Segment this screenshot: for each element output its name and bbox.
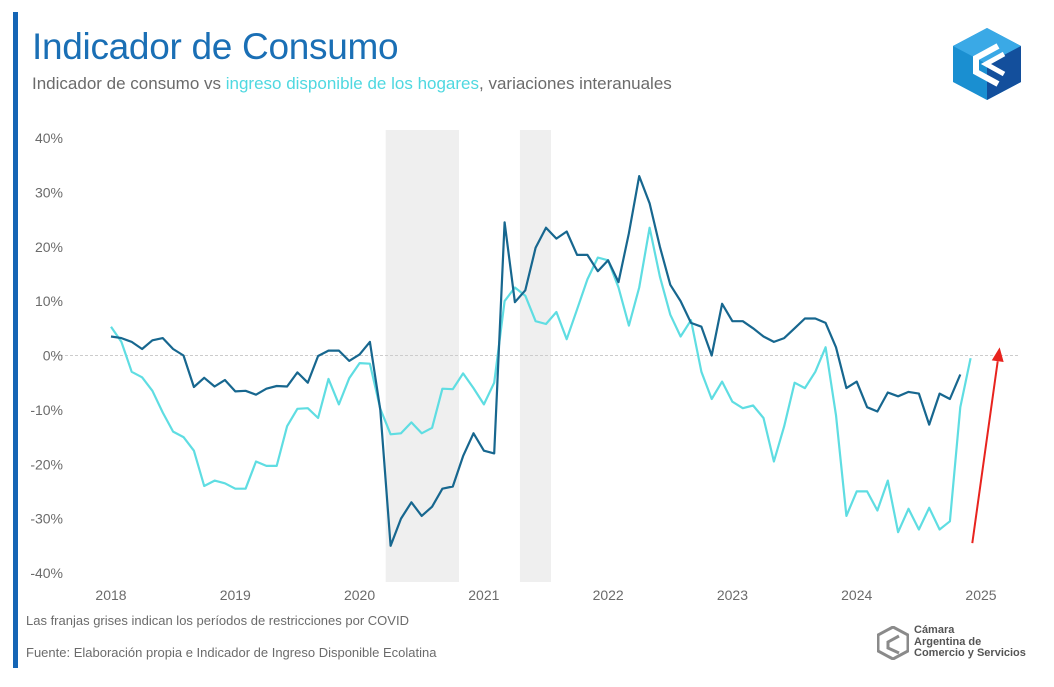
- subtitle-suffix: , variaciones interanuales: [479, 74, 672, 93]
- subtitle-highlight: ingreso disponible de los hogares: [225, 74, 480, 93]
- x-axis-ticks: 2018 2019 2020 2021 2022 2023 2024 2025: [95, 587, 996, 603]
- arrow-head: [991, 347, 1004, 363]
- accent-bar: [13, 12, 18, 668]
- arrow-shaft: [971, 361, 999, 544]
- y-tick-label: 20%: [35, 239, 63, 255]
- x-tick-label: 2020: [344, 587, 375, 603]
- x-tick-label: 2022: [593, 587, 624, 603]
- org-name-line1: Cámara: [914, 624, 955, 636]
- x-tick-label: 2021: [468, 587, 499, 603]
- chart-subtitle: Indicador de consumo vs ingreso disponib…: [32, 74, 672, 94]
- series-line-ingreso: [110, 226, 972, 534]
- x-tick-label: 2023: [717, 587, 748, 603]
- y-tick-label: -40%: [30, 565, 63, 581]
- trend-arrow: [971, 347, 1004, 544]
- y-tick-label: -30%: [30, 511, 63, 527]
- brand-logo-icon: [953, 28, 1021, 100]
- org-name-line2: Argentina de: [914, 635, 982, 648]
- y-tick-label: -20%: [30, 456, 63, 472]
- source-note: Fuente: Elaboración propia e Indicador d…: [26, 645, 437, 660]
- y-tick-label: 10%: [35, 293, 63, 309]
- x-tick-label: 2025: [965, 587, 996, 603]
- covid-note: Las franjas grises indican los períodos …: [26, 613, 409, 628]
- y-axis-ticks: 40% 30% 20% 10% 0% -10% -20% -30% -40%: [30, 130, 63, 581]
- org-name: Cámara Argentina de Comercio y Servicios: [914, 624, 1034, 660]
- cac-logo-icon: [877, 626, 909, 660]
- x-tick-label: 2024: [841, 587, 872, 603]
- y-tick-label: -10%: [30, 402, 63, 418]
- y-tick-label: 40%: [35, 130, 63, 146]
- page-title: Indicador de Consumo: [32, 26, 399, 67]
- x-tick-label: 2019: [220, 587, 251, 603]
- y-tick-label: 0%: [43, 348, 63, 364]
- org-name-line3: Comercio y Servicios: [914, 647, 1026, 659]
- series-line-consumo: [110, 175, 962, 547]
- subtitle-prefix: Indicador de consumo vs: [32, 74, 226, 93]
- series-lines: [110, 175, 972, 547]
- y-tick-label: 30%: [35, 184, 63, 200]
- x-tick-label: 2018: [95, 587, 126, 603]
